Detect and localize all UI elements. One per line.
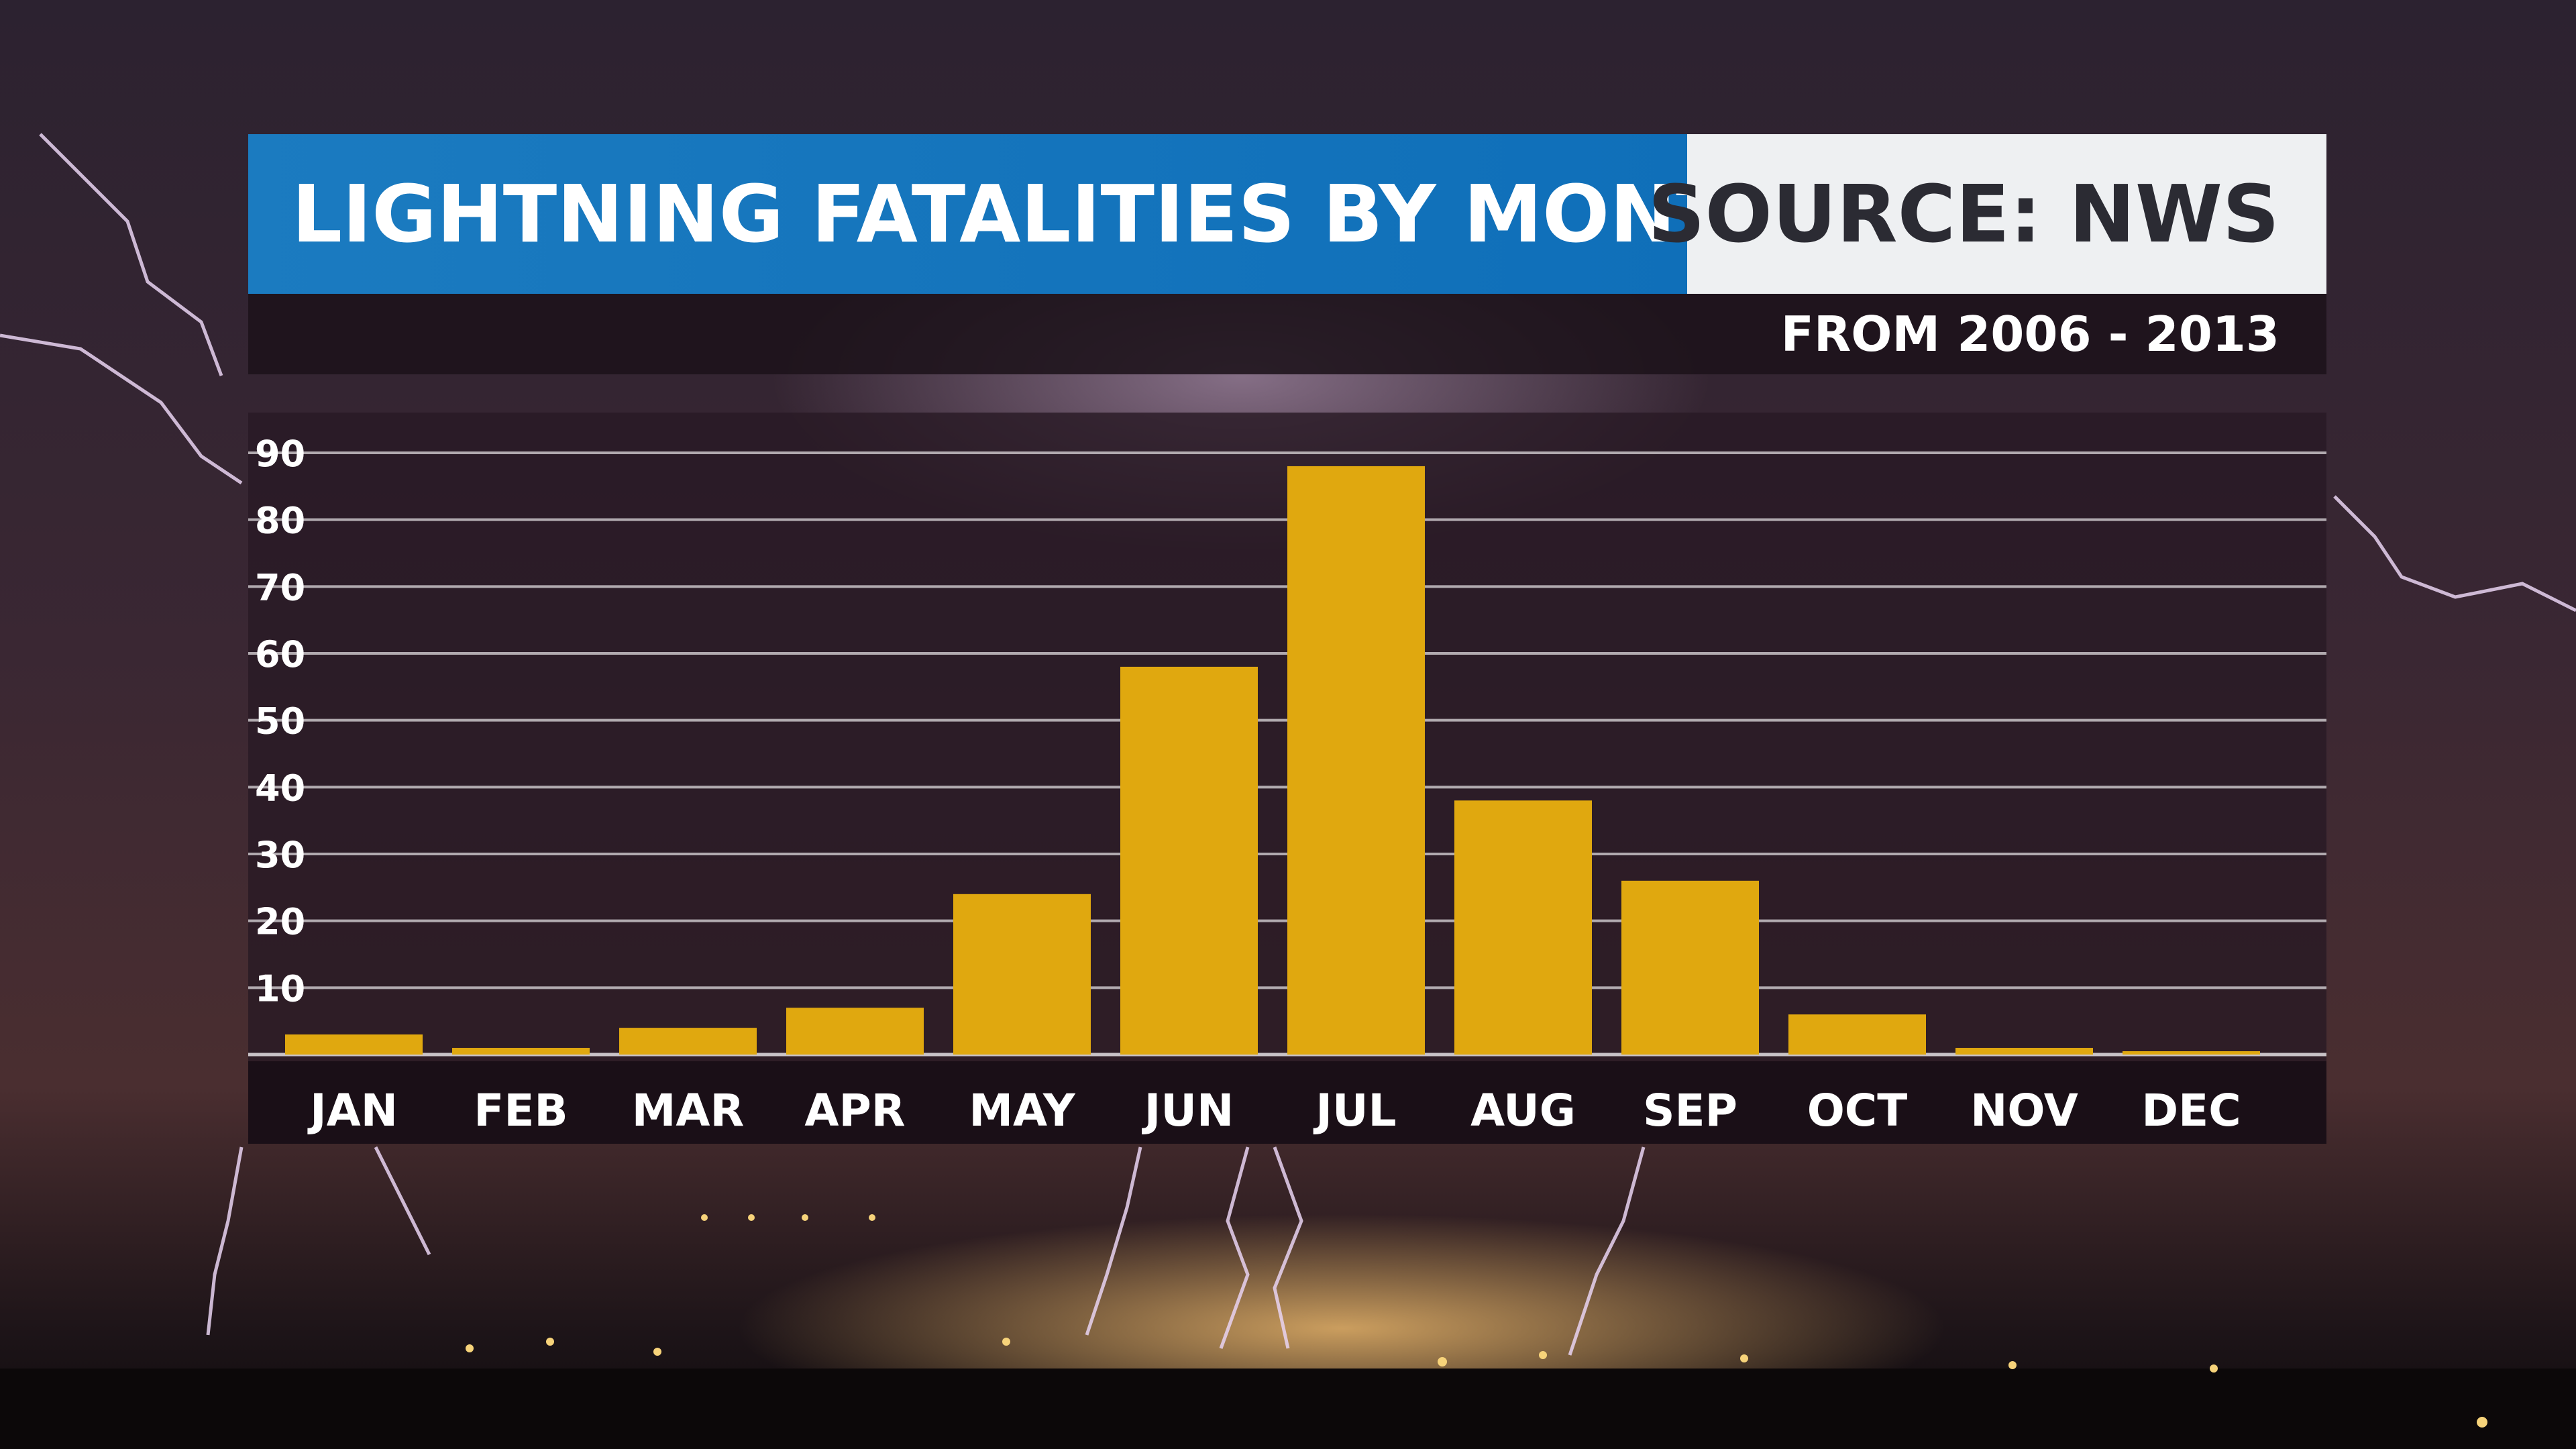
x-tick-label: JAN	[307, 1085, 398, 1136]
bar-apr	[786, 1008, 924, 1055]
bar-oct	[1788, 1014, 1926, 1055]
source-label: SOURCE: NWS	[1648, 168, 2279, 260]
x-tick-label: AUG	[1470, 1085, 1576, 1136]
source-banner: SOURCE: NWS	[1648, 134, 2326, 294]
x-tick-label: DEC	[2141, 1085, 2241, 1136]
date-range-bar: FROM 2006 - 2013	[248, 294, 2326, 374]
bar-nov	[1955, 1048, 2093, 1055]
bar-aug	[1454, 800, 1592, 1055]
y-tick-label: 50	[255, 700, 305, 743]
bar-may	[953, 894, 1091, 1055]
bar-jan	[285, 1034, 423, 1055]
x-axis-strip	[248, 1061, 2326, 1144]
bar-jun	[1120, 666, 1258, 1055]
x-tick-label: FEB	[474, 1085, 568, 1136]
x-tick-label: SEP	[1643, 1085, 1737, 1136]
title-banner: LIGHTNING FATALITIES BY MONTH	[248, 134, 1796, 294]
y-tick-label: 80	[255, 500, 305, 542]
y-tick-label: 90	[255, 433, 305, 475]
date-range-label: FROM 2006 - 2013	[1780, 306, 2279, 362]
y-tick-label: 10	[255, 967, 305, 1010]
chart-title: LIGHTNING FATALITIES BY MONTH	[292, 168, 1796, 260]
x-tick-label: JUL	[1313, 1085, 1396, 1136]
x-tick-label: APR	[804, 1085, 905, 1136]
bar-mar	[619, 1028, 757, 1055]
bar-feb	[452, 1048, 590, 1055]
y-tick-label: 30	[255, 834, 305, 876]
y-tick-label: 40	[255, 767, 305, 809]
bar-sep	[1621, 880, 1759, 1055]
x-tick-label: MAR	[632, 1085, 745, 1136]
bar-dec	[2123, 1051, 2260, 1055]
x-tick-label: MAY	[969, 1085, 1075, 1136]
x-tick-label: OCT	[1807, 1085, 1908, 1136]
x-tick-label: JUN	[1142, 1085, 1234, 1136]
x-tick-label: NOV	[1970, 1085, 2078, 1136]
y-tick-label: 70	[255, 566, 305, 608]
bar-jul	[1287, 466, 1425, 1055]
y-tick-label: 20	[255, 901, 305, 943]
y-tick-label: 60	[255, 633, 305, 676]
